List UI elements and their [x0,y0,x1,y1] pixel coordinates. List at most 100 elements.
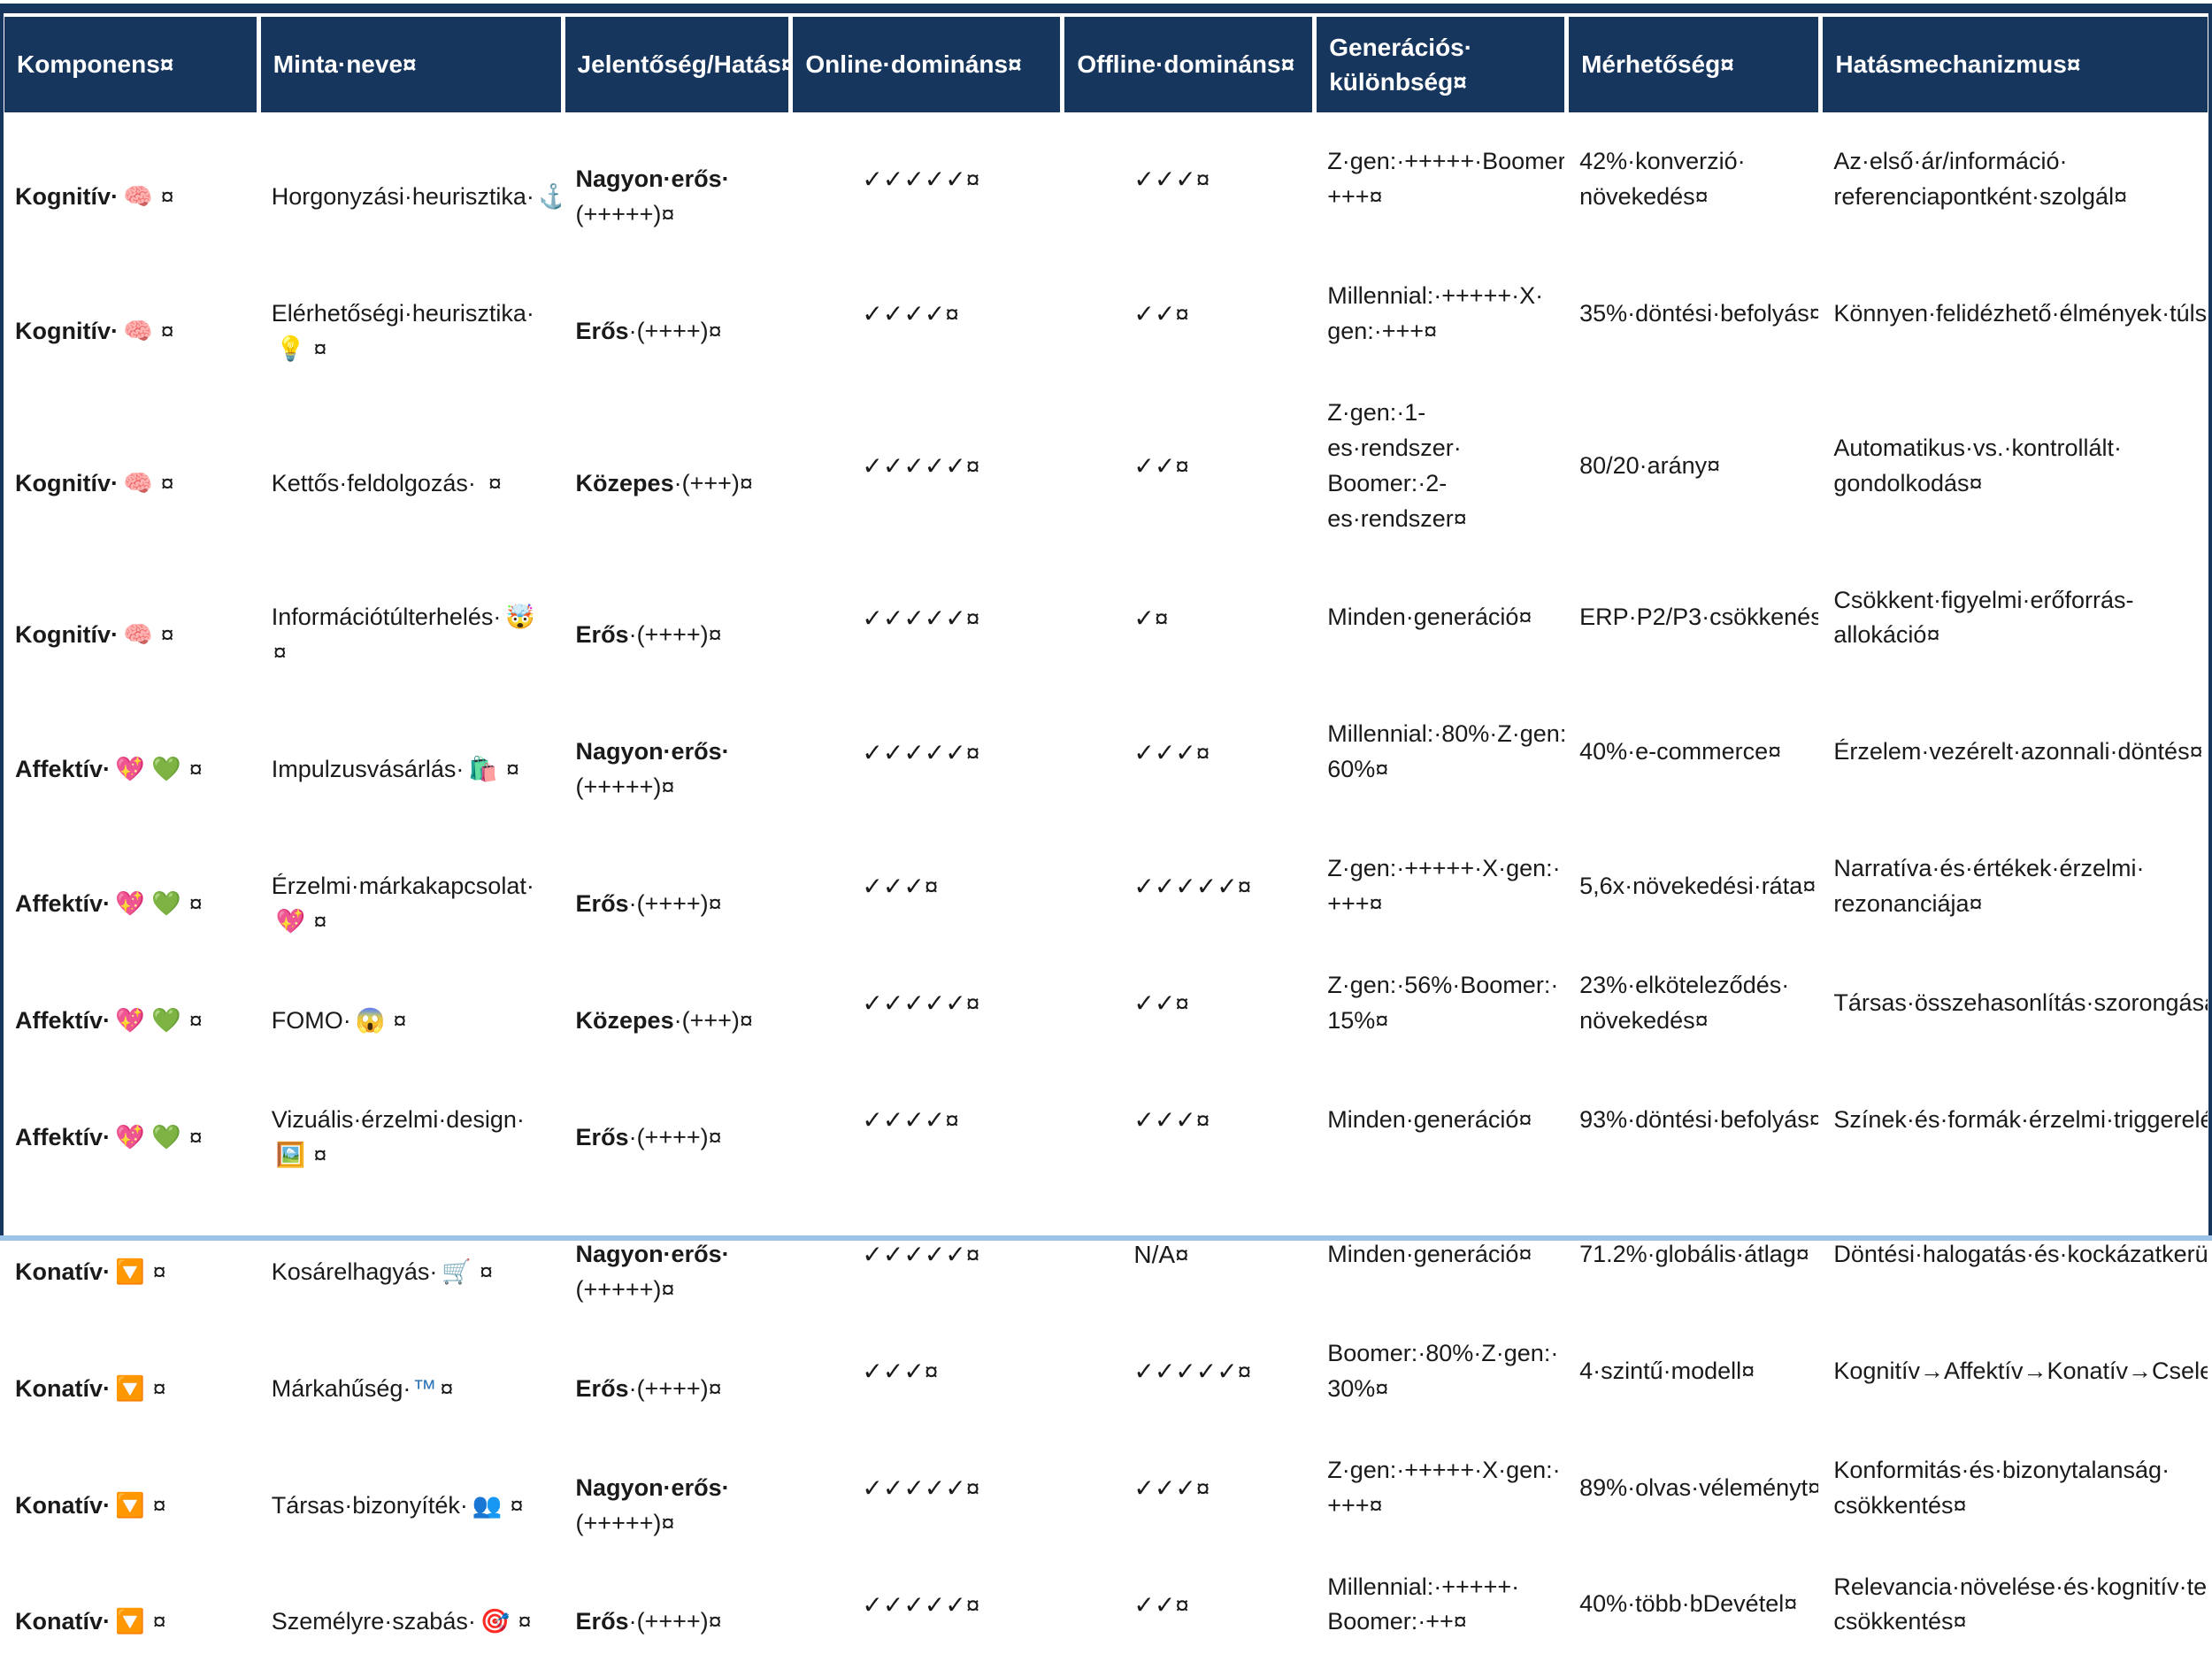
cell-komponens: Konatív·🔽¤ [4,1188,257,1322]
significance-level: Erős [576,621,629,648]
end-of-cell-marker: ¤ [153,1375,166,1402]
table-row: Kognitív·🧠¤ Információtúlterhelés·🤯¤ Erő… [4,551,2208,686]
significance-level: Erős [576,1375,629,1402]
cell-generacios-kulonbseg: Minden·generáció¤ [1317,1053,1564,1188]
significance-level: Nagyon·erős· [576,738,730,765]
significance-level: Nagyon·erős· [576,1241,730,1267]
significance-plus: (+++++)¤ [576,773,675,800]
cell-jelentoseg: Nagyon·erős· (+++++)¤ [565,1188,789,1322]
cell-offline-dominans: ✓✓✓✓✓¤ [1064,819,1312,954]
cell-komponens: Affektív·💖 💚¤ [4,819,257,954]
end-of-cell-marker: ¤ [161,621,174,648]
cell-jelentoseg: Erős·(++++)¤ [565,1556,789,1654]
cell-merhetoseg: 80/20·arány¤ [1569,381,1818,551]
cell-merhetoseg: 89%·olvas·véleményt¤ [1569,1421,1818,1556]
cell-komponens: Kognitív·🧠¤ [4,551,257,686]
significance-plus: ·(++++)¤ [629,1124,722,1150]
minta-text: Horgonyzási·heurisztika· [272,183,534,210]
cell-generacios-kulonbseg: Z·gen:·+++++·X·gen:· +++¤ [1317,1421,1564,1556]
significance-level: Erős [576,318,629,344]
cell-hatasmechanizmus: Az·első·ár/információ· referenciapontkén… [1823,112,2208,247]
minta-text: Társas·bizonyíték· [272,1492,468,1519]
end-of-cell-marker: ¤ [440,1375,453,1402]
minta-emoji-icon: 💖 [276,908,306,935]
cell-minta-neve: Kettős·feldolgozás·¤ [261,381,561,551]
cell-komponens: Konatív·🔽¤ [4,1556,257,1654]
cell-generacios-kulonbseg: Z·gen:·56%·Boomer:· 15%¤ [1317,954,1564,1053]
header-minta-neve: Minta·neve¤ [261,17,561,112]
cell-online-dominans: ✓✓✓✓✓¤ [793,1188,1060,1322]
table-top-border [0,4,2212,13]
header-online-dominans: Online·domináns¤ [793,17,1060,112]
end-of-cell-marker: ¤ [189,1124,203,1150]
header-offline-dominans: Offline·domináns¤ [1064,17,1312,112]
cell-online-dominans: ✓✓✓✓✓¤ [793,551,1060,686]
cell-generacios-kulonbseg: Millennial:·+++++·X· gen:·+++¤ [1317,247,1564,381]
table-row: Affektív·💖 💚¤ Érzelmi·márkakapcsolat·💖¤ … [4,819,2208,954]
komponens-emoji-icon: 💖 💚 [115,1007,181,1034]
cell-offline-dominans: ✓✓✓¤ [1064,685,1312,819]
komponens-label: Kognitív· [15,183,119,210]
cell-hatasmechanizmus: Konformitás·és·bizonytalanság· csökkenté… [1823,1421,2208,1556]
cell-offline-dominans: ✓✓✓¤ [1064,1421,1312,1556]
end-of-cell-marker: ¤ [313,908,326,935]
end-of-cell-marker: ¤ [480,1258,493,1285]
cell-online-dominans: ✓✓✓✓✓¤ [793,1421,1060,1556]
significance-plus: ·(+++)¤ [674,470,753,496]
header-row: Komponens¤ Minta·neve¤ Jelentőség/Hatás¤… [4,17,2208,112]
significance-plus: ·(++++)¤ [629,890,722,917]
significance-plus: (+++++)¤ [576,1510,675,1536]
komponens-emoji-icon: 🧠 [123,470,153,496]
end-of-cell-marker: ¤ [161,318,174,344]
cell-generacios-kulonbseg: Z·gen:·+++++·Boomer:· +++¤ [1317,112,1564,247]
cell-komponens: Kognitív·🧠¤ [4,112,257,247]
table-row: Konatív·🔽¤ Kosárelhagyás·🛒¤ Nagyon·erős·… [4,1188,2208,1322]
cell-jelentoseg: Közepes·(+++)¤ [565,954,789,1053]
cell-jelentoseg: Nagyon·erős· (+++++)¤ [565,112,789,247]
significance-level: Közepes [576,1007,674,1034]
cell-online-dominans: ✓✓✓✓✓¤ [793,112,1060,247]
komponens-label: Affektív· [15,756,111,782]
komponens-emoji-icon: 🔽 [115,1258,145,1285]
minta-emoji-icon: 🛍️ [468,756,498,782]
end-of-cell-marker: ¤ [189,890,203,917]
cell-generacios-kulonbseg: Z·gen:·1-es·rendszer· Boomer:·2-es·rends… [1317,381,1564,551]
cell-generacios-kulonbseg: Millennial:·+++++· Boomer:·++¤ [1317,1556,1564,1654]
cell-komponens: Kognitív·🧠¤ [4,247,257,381]
end-of-cell-marker: ¤ [313,335,326,362]
cell-merhetoseg: 23%·elköteleződés· növekedés¤ [1569,954,1818,1053]
cell-offline-dominans: ✓✓✓¤ [1064,1053,1312,1188]
minta-text: Információtúlterhelés· [272,604,502,630]
komponens-label: Kognitív· [15,318,119,344]
cell-jelentoseg: Erős·(++++)¤ [565,1053,789,1188]
minta-emoji-icon: 🛒 [442,1258,472,1285]
header-hatasmechanizmus: Hatásmechanizmus¤ [1823,17,2208,112]
cell-merhetoseg: 35%·döntési·befolyás¤ [1569,247,1818,381]
cell-komponens: Konatív·🔽¤ [4,1421,257,1556]
header-merhetoseg: Mérhetőség¤ [1569,17,1818,112]
minta-emoji-icon: 🖼️ [276,1142,306,1168]
end-of-cell-marker: ¤ [153,1492,166,1519]
minta-emoji-icon: ™ [412,1375,436,1402]
minta-emoji-icon: 💡 [276,335,306,362]
cell-generacios-kulonbseg: Z·gen:·+++++·X·gen:· +++¤ [1317,819,1564,954]
significance-level: Erős [576,1608,629,1635]
table-row: Konatív·🔽¤ Személyre·szabás·🎯¤ Erős·(+++… [4,1556,2208,1654]
cell-offline-dominans: ✓✓¤ [1064,954,1312,1053]
cell-komponens: Affektív·💖 💚¤ [4,954,257,1053]
table-row: Affektív·💖 💚¤ Vizuális·érzelmi·design·🖼️… [4,1053,2208,1188]
cell-hatasmechanizmus: Csökkent·figyelmi·erőforrás-allokáció¤ [1823,551,2208,686]
table-row: Affektív·💖 💚¤ Impulzusvásárlás·🛍️¤ Nagyo… [4,685,2208,819]
cell-hatasmechanizmus: Érzelem·vezérelt·azonnali·döntés¤ [1823,685,2208,819]
end-of-cell-marker: ¤ [506,756,519,782]
minta-emoji-icon: ⚓ [539,183,561,210]
cell-offline-dominans: ✓✓¤ [1064,381,1312,551]
cell-hatasmechanizmus: Döntési·halogatás·és·kockázatkerülés¤ [1823,1188,2208,1322]
cell-minta-neve: Információtúlterhelés·🤯¤ [261,551,561,686]
cell-minta-neve: Érzelmi·márkakapcsolat·💖¤ [261,819,561,954]
komponens-label: Kognitív· [15,621,119,648]
significance-plus: ·(++++)¤ [629,1608,722,1635]
table-row: Konatív·🔽¤ Márkahűség·™¤ Erős·(++++)¤ ✓✓… [4,1322,2208,1421]
cell-online-dominans: ✓✓✓✓✓¤ [793,381,1060,551]
cell-online-dominans: ✓✓✓✓¤ [793,1053,1060,1188]
